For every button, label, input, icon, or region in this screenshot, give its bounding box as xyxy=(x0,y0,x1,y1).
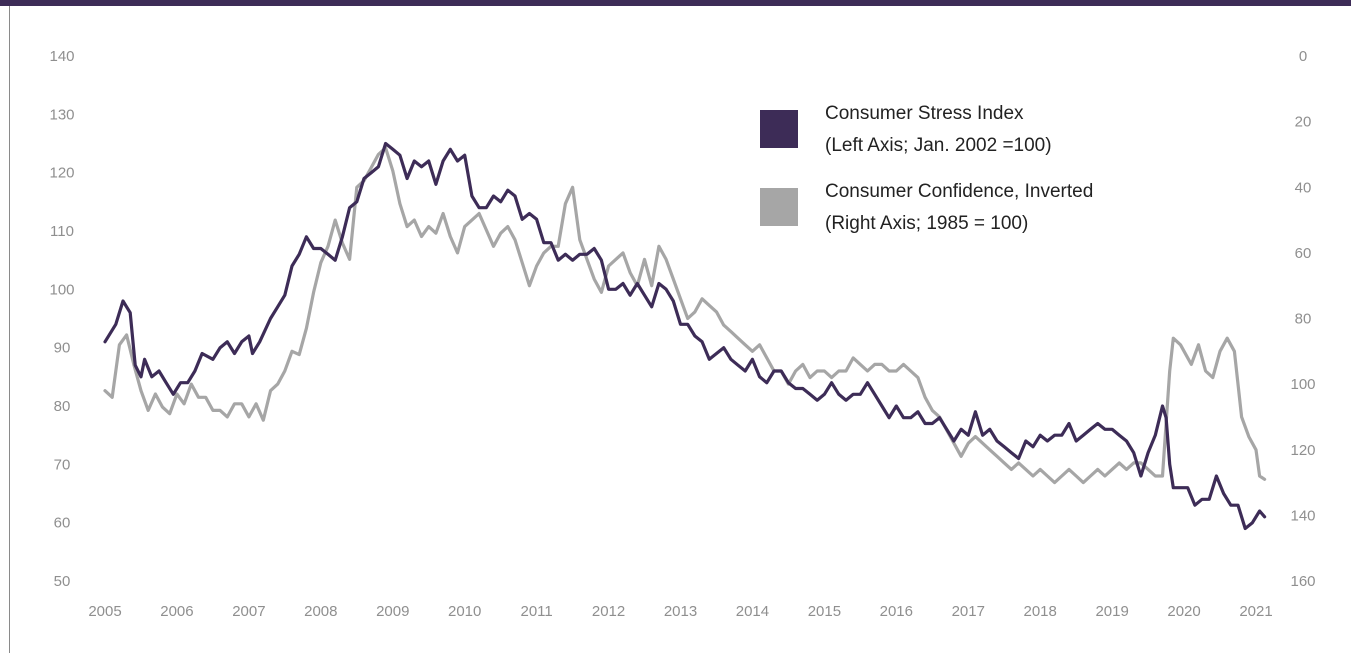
y-right-tick-label: 100 xyxy=(1290,376,1315,393)
legend-series-name: Consumer Stress Index xyxy=(825,103,1024,124)
x-tick-label: 2018 xyxy=(1024,603,1057,620)
series-line-consumer-confidence-inverted xyxy=(103,146,1267,485)
y-left-tick-label: 130 xyxy=(49,106,74,123)
top-accent-bar xyxy=(0,0,1351,6)
legend-swatch-stress xyxy=(760,110,798,148)
x-tick-label: 2010 xyxy=(448,603,481,620)
x-tick-label: 2013 xyxy=(664,603,697,620)
y-left-tick-label: 140 xyxy=(49,48,74,65)
x-tick-label: 2008 xyxy=(304,603,337,620)
legend-label-confidence: Consumer Confidence, Inverted (Right Axi… xyxy=(825,176,1093,240)
x-tick-label: 2012 xyxy=(592,603,625,620)
x-tick-label: 2005 xyxy=(88,603,121,620)
x-tick-label: 2009 xyxy=(376,603,409,620)
y-right-tick-label: 80 xyxy=(1295,311,1312,328)
y-left-tick-label: 90 xyxy=(54,340,71,357)
x-tick-label: 2021 xyxy=(1239,603,1272,620)
y-right-tick-label: 40 xyxy=(1295,179,1312,196)
y-right-tick-label: 0 xyxy=(1299,48,1307,65)
x-tick-label: 2006 xyxy=(160,603,193,620)
legend-series-note: (Left Axis; Jan. 2002 =100) xyxy=(825,135,1052,156)
y-left-tick-label: 120 xyxy=(49,165,74,182)
x-axis-ticks: 2005 2006 2007 2008 2009 2010 2011 2012 2013 2014… xyxy=(88,603,1272,620)
y-axis-left-ticks: 140 130 120 110 100 90 80 70 60 50 xyxy=(49,48,74,590)
y-left-tick-label: 110 xyxy=(50,223,74,240)
y-left-tick-label: 50 xyxy=(54,573,71,590)
legend-label-stress: Consumer Stress Index (Left Axis; Jan. 2… xyxy=(825,98,1052,162)
x-tick-label: 2019 xyxy=(1095,603,1128,620)
y-right-tick-label: 160 xyxy=(1290,573,1315,590)
legend-item-confidence: Consumer Confidence, Inverted (Right Axi… xyxy=(760,176,1093,240)
left-border-rule xyxy=(9,6,10,653)
x-tick-label: 2011 xyxy=(520,603,552,620)
y-left-tick-label: 70 xyxy=(54,456,71,473)
x-tick-label: 2020 xyxy=(1167,603,1200,620)
y-right-tick-label: 140 xyxy=(1290,507,1315,524)
y-right-tick-label: 60 xyxy=(1295,245,1312,262)
y-right-tick-label: 20 xyxy=(1295,114,1312,131)
y-left-tick-label: 60 xyxy=(54,515,71,532)
series-line-consumer-stress-index xyxy=(103,141,1267,531)
legend: Consumer Stress Index (Left Axis; Jan. 2… xyxy=(760,98,1093,254)
y-left-tick-label: 80 xyxy=(54,398,71,415)
y-right-tick-label: 120 xyxy=(1290,442,1315,459)
series-lines xyxy=(103,141,1267,531)
y-axis-right-ticks: 0 20 40 60 80 100 120 140 160 xyxy=(1290,48,1315,590)
legend-item-stress: Consumer Stress Index (Left Axis; Jan. 2… xyxy=(760,98,1093,162)
legend-swatch-confidence xyxy=(760,188,798,226)
legend-series-name: Consumer Confidence, Inverted xyxy=(825,181,1094,202)
x-tick-label: 2007 xyxy=(232,603,265,620)
x-tick-label: 2015 xyxy=(808,603,841,620)
x-tick-label: 2014 xyxy=(736,603,769,620)
x-tick-label: 2016 xyxy=(880,603,913,620)
legend-series-note: (Right Axis; 1985 = 100) xyxy=(825,213,1029,234)
x-tick-label: 2017 xyxy=(952,603,985,620)
y-left-tick-label: 100 xyxy=(49,281,74,298)
